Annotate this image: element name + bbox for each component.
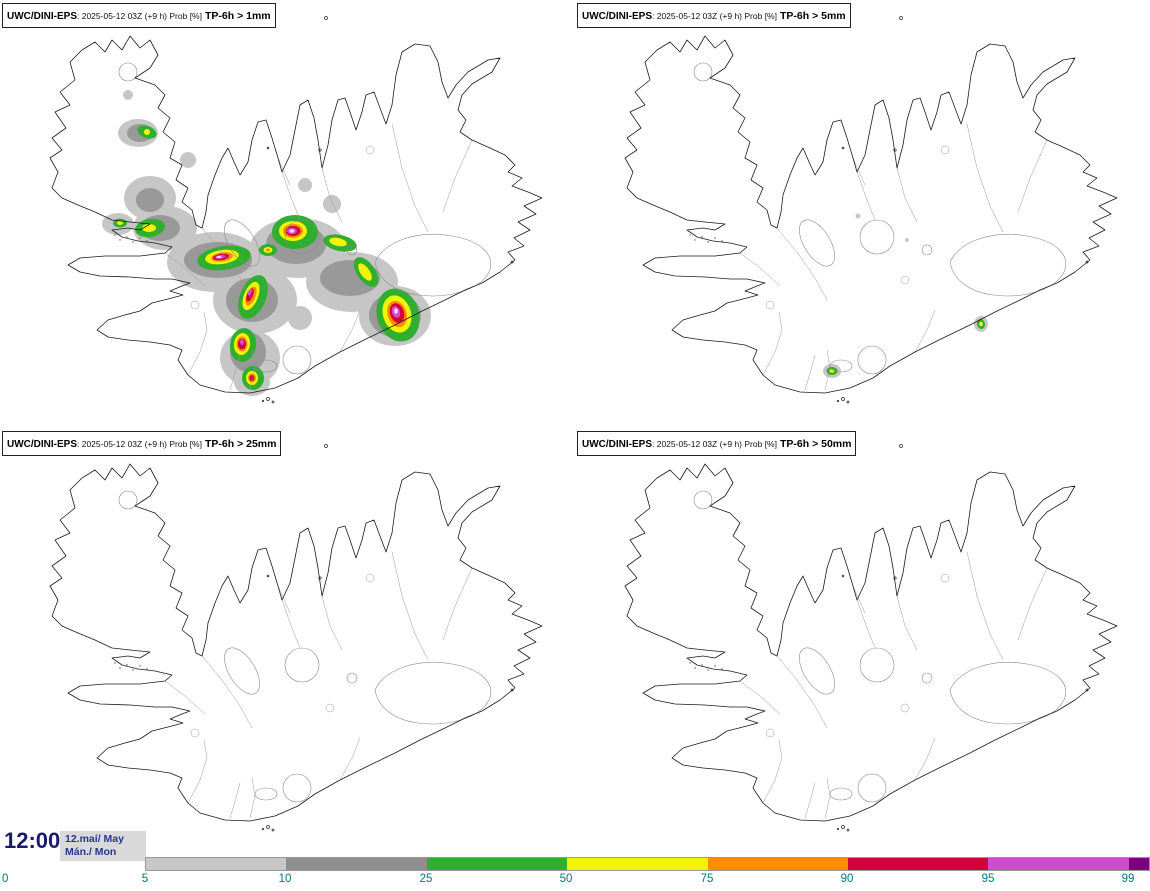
model-name: UWC/DINI-EPS <box>582 439 652 450</box>
date-line-1: 12.maí/ May <box>65 833 124 845</box>
colorbar-segment-99plus <box>1128 858 1149 870</box>
tick-75: 75 <box>700 873 714 885</box>
forecast-panel-tp25mm: UWC/DINI-EPS: 2025-05-12 03Z (+9 h) Prob… <box>0 428 575 856</box>
threshold-label: TP-6h > 5mm <box>779 10 846 22</box>
date-line-2: Mán./ Mon <box>65 846 117 859</box>
forecast-panel-tp5mm: UWC/DINI-EPS: 2025-05-12 03Z (+9 h) Prob… <box>575 0 1150 428</box>
tick-5: 5 <box>141 873 149 885</box>
tick-10: 10 <box>278 873 292 885</box>
panel-title: UWC/DINI-EPS: 2025-05-12 03Z (+9 h) Prob… <box>577 3 851 28</box>
panel-title: UWC/DINI-EPS: 2025-05-12 03Z (+9 h) Prob… <box>577 431 857 456</box>
threshold-label: TP-6h > 25mm <box>204 438 277 450</box>
colorbar-segment-25-50 <box>426 858 568 870</box>
threshold-label: TP-6h > 50mm <box>779 438 852 450</box>
colorbar-segment-75-90 <box>707 858 848 870</box>
probability-colorbar <box>145 857 1150 871</box>
colorbar-segment-50-75 <box>567 858 708 870</box>
tick-25: 25 <box>419 873 433 885</box>
tick-50: 50 <box>559 873 573 885</box>
iceland-map <box>49 444 543 832</box>
threshold-label: TP-6h > 1mm <box>204 10 271 22</box>
tick-90: 90 <box>840 873 854 885</box>
colorbar-segment-90-95 <box>847 858 989 870</box>
forecast-panel-tp50mm: UWC/DINI-EPS: 2025-05-12 03Z (+9 h) Prob… <box>575 428 1150 856</box>
iceland-map <box>624 16 1118 404</box>
model-name: UWC/DINI-EPS <box>7 439 77 450</box>
precip-probability-field <box>102 90 431 396</box>
colorbar-segment-95-99 <box>988 858 1129 870</box>
colorbar-segment-10-25 <box>286 858 427 870</box>
run-info: : 2025-05-12 03Z (+9 h) Prob [%] <box>652 11 777 21</box>
panel-grid: UWC/DINI-EPS: 2025-05-12 03Z (+9 h) Prob… <box>0 0 1150 856</box>
tick-0: 0 <box>2 873 9 885</box>
run-info: : 2025-05-12 03Z (+9 h) Prob [%] <box>652 439 777 449</box>
model-name: UWC/DINI-EPS <box>7 11 77 22</box>
date-box: 12.maí/ May Mán./ Mon <box>60 831 146 862</box>
tick-95: 95 <box>981 873 995 885</box>
panel-title: UWC/DINI-EPS: 2025-05-12 03Z (+9 h) Prob… <box>2 3 276 28</box>
iceland-map <box>49 16 543 404</box>
forecast-panel-tp1mm: UWC/DINI-EPS: 2025-05-12 03Z (+9 h) Prob… <box>0 0 575 428</box>
model-name: UWC/DINI-EPS <box>582 11 652 22</box>
run-info: : 2025-05-12 03Z (+9 h) Prob [%] <box>77 439 202 449</box>
valid-time-label: 12:00 <box>4 828 61 853</box>
colorbar-segment-5-10 <box>146 858 287 870</box>
iceland-map <box>624 444 1118 832</box>
tick-99: 99 <box>1121 873 1135 885</box>
panel-title: UWC/DINI-EPS: 2025-05-12 03Z (+9 h) Prob… <box>2 431 282 456</box>
run-info: : 2025-05-12 03Z (+9 h) Prob [%] <box>77 11 202 21</box>
precip-probability-field <box>823 213 988 378</box>
